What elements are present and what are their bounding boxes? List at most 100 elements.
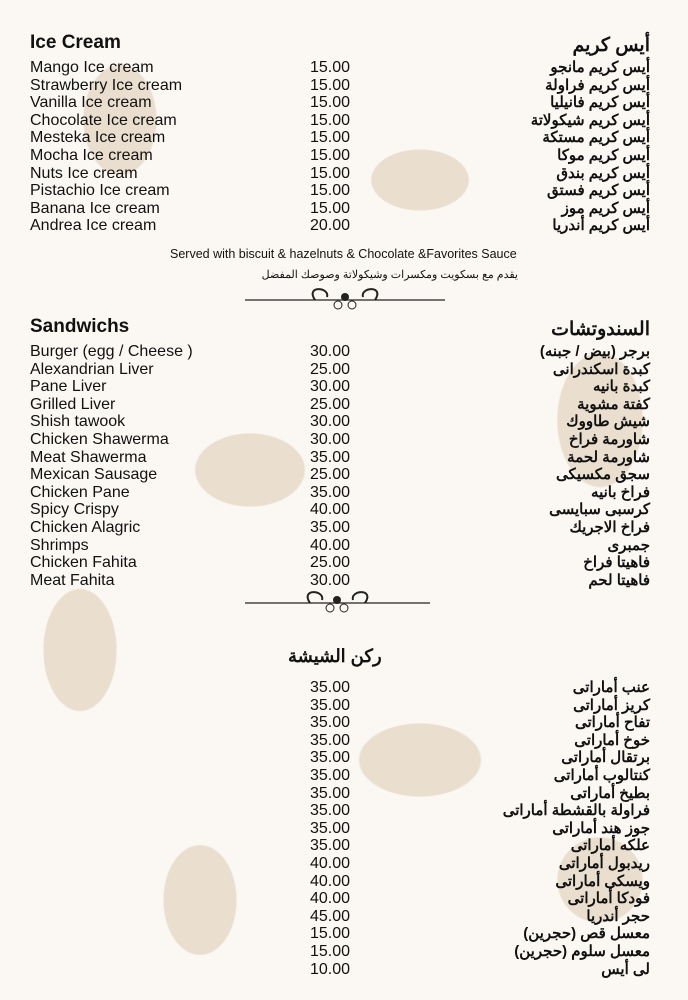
item-name-ar: أيس كريم شيكولاتة: [530, 111, 650, 129]
item-name-en: Mango Ice cream: [30, 59, 154, 76]
item-name-ar: أيس كريم فراولة: [545, 76, 650, 94]
item-price: 15.00: [310, 147, 351, 164]
menu-item-row: Shrimps 40.00 جمبرى: [0, 537, 688, 555]
item-price: 40.00: [310, 855, 351, 872]
item-price: 35.00: [310, 483, 351, 501]
item-name-ar: فودكا أماراتى: [567, 890, 650, 908]
item-name-ar: عنب أماراتى: [572, 679, 650, 696]
item-price: 25.00: [310, 554, 351, 572]
menu-item-row: Meat Shawerma 35.00 شاورمة لحمة: [0, 449, 688, 467]
item-price: 35.00: [310, 837, 351, 855]
menu-item-row: 40.00 ريدبول أماراتى: [0, 855, 688, 873]
ice-cream-title-ar: أيس كريم: [572, 35, 650, 56]
item-price: 15.00: [310, 943, 351, 960]
menu-item-row: Pane Liver 30.00 كبدة بانيه: [0, 378, 688, 396]
item-price: 15.00: [310, 182, 351, 200]
item-name-ar: برجر (بيض / جبنه): [539, 343, 650, 360]
menu-item-row: Chicken Shawerma 30.00 شاورمة فراخ: [0, 431, 688, 449]
item-price: 30.00: [310, 413, 351, 431]
item-name-en: Chicken Shawerma: [30, 431, 169, 448]
item-price: 40.00: [310, 890, 351, 908]
item-price: 35.00: [310, 714, 351, 732]
item-name-ar: كفتة مشوية: [577, 395, 650, 413]
menu-item-row: 35.00 كنتالوب أماراتى: [0, 767, 688, 785]
item-price: 25.00: [310, 395, 351, 413]
item-name-ar: أيس كريم فستق: [547, 182, 650, 200]
item-price: 30.00: [310, 571, 351, 589]
item-price: 35.00: [310, 696, 351, 714]
item-price: 35.00: [310, 784, 351, 802]
item-name-en: Mesteka Ice cream: [30, 129, 166, 147]
item-name-ar: أيس كريم بندق: [556, 164, 650, 182]
menu-item-row: Mango Ice cream 15.00 أيس كريم مانجو: [0, 59, 688, 77]
menu-item-row: 45.00 حجر أندريا: [0, 908, 688, 926]
item-price: 15.00: [310, 925, 351, 943]
item-name-en: Shrimps: [30, 536, 89, 554]
item-price: 40.00: [310, 872, 351, 890]
item-name-ar: فراولة بالقشطة أماراتى: [502, 802, 650, 820]
item-name-ar: سجق مكسيكى: [556, 466, 650, 484]
menu-item-row: Nuts Ice cream 15.00 أيس كريم بندق: [0, 165, 688, 183]
item-price: 20.00: [310, 217, 351, 235]
item-name-en: Alexandrian Liver: [30, 360, 154, 378]
item-name-ar: تفاح أماراتى: [574, 714, 650, 732]
item-price: 10.00: [310, 960, 351, 978]
item-name-ar: برتقال أماراتى: [561, 749, 650, 767]
item-name-ar: جوز هند أماراتى: [552, 819, 650, 837]
item-name-ar: أيس كريم فانيليا: [550, 94, 650, 112]
menu-item-row: Banana Ice cream 15.00 أيس كريم موز: [0, 200, 688, 218]
item-name-ar: كرسبى سبايسى: [549, 501, 650, 519]
item-name-ar: أيس كريم موكا: [557, 147, 650, 164]
item-name-ar: كنتالوب أماراتى: [553, 767, 650, 784]
item-name-en: Strawberry Ice cream: [30, 76, 183, 94]
menu-item-row: Andrea Ice cream 20.00 أيس كريم أندريا: [0, 217, 688, 235]
menu-item-row: 15.00 معسل سلوم (حجرين): [0, 943, 688, 961]
menu-item-row: 35.00 برتقال أماراتى: [0, 749, 688, 767]
menu-item-row: 35.00 فراولة بالقشطة أماراتى: [0, 802, 688, 820]
item-name-ar: أيس كريم مستكة: [542, 129, 650, 147]
item-name-en: Mexican Sausage: [30, 466, 158, 484]
item-name-en: Pane Liver: [30, 378, 107, 396]
item-price: 35.00: [310, 802, 351, 820]
menu-item-row: Meat Fahita 30.00 فاهيتا لحم: [0, 572, 688, 590]
menu-item-row: Chocolate Ice cream 15.00 أيس كريم شيكولات…: [0, 112, 688, 130]
ornament-divider: [245, 288, 445, 310]
menu-item-row: Burger (egg / Cheese ) 30.00 برجر (بيض / ج…: [0, 343, 688, 361]
menu-item-row: Chicken Alagric 35.00 فراخ الاجريك: [0, 519, 688, 537]
sandwiches-title-en: Sandwichs: [30, 316, 130, 337]
item-price: 15.00: [310, 164, 351, 182]
item-name-en: Meat Shawerma: [30, 448, 147, 466]
menu-item-row: Strawberry Ice cream 15.00 أيس كريم فراولة: [0, 77, 688, 95]
menu-item-row: 35.00 تفاح أماراتى: [0, 714, 688, 732]
ice-cream-note-en: Served with biscuit & hazelnuts & Chocol…: [170, 247, 517, 261]
menu-item-row: 35.00 خوخ أماراتى: [0, 732, 688, 750]
item-price: 15.00: [310, 76, 351, 94]
item-name-ar: شيش طاووك: [566, 413, 650, 431]
menu-item-row: Vanilla Ice cream 15.00 أيس كريم فانيليا: [0, 94, 688, 112]
item-price: 40.00: [310, 536, 351, 554]
item-price: 30.00: [310, 378, 351, 396]
ornament-divider: [245, 591, 430, 613]
item-name-ar: ريدبول أماراتى: [558, 855, 650, 872]
item-price: 25.00: [310, 466, 351, 484]
item-name-ar: شاورمة فراخ: [568, 431, 650, 448]
item-price: 35.00: [310, 767, 351, 784]
item-name-en: Mocha Ice cream: [30, 147, 153, 164]
shisha-title-ar: ركن الشيشة: [288, 646, 382, 666]
item-name-ar: أيس كريم مانجو: [550, 59, 650, 76]
menu-item-row: 15.00 معسل قص (حجرين): [0, 925, 688, 943]
item-name-ar: معسل سلوم (حجرين): [514, 943, 650, 960]
item-name-ar: فراخ بانيه: [591, 483, 650, 501]
sandwiches-title-ar: السندوتشات: [551, 319, 650, 340]
menu-item-row: 40.00 فودكا أماراتى: [0, 890, 688, 908]
item-price: 35.00: [310, 519, 351, 536]
item-price: 15.00: [310, 59, 351, 76]
item-price: 45.00: [310, 907, 351, 925]
item-price: 35.00: [310, 749, 351, 767]
item-name-en: Andrea Ice cream: [30, 217, 157, 235]
item-name-en: Chocolate Ice cream: [30, 111, 177, 129]
item-price: 30.00: [310, 431, 351, 448]
item-name-ar: لى أيس: [601, 960, 650, 978]
